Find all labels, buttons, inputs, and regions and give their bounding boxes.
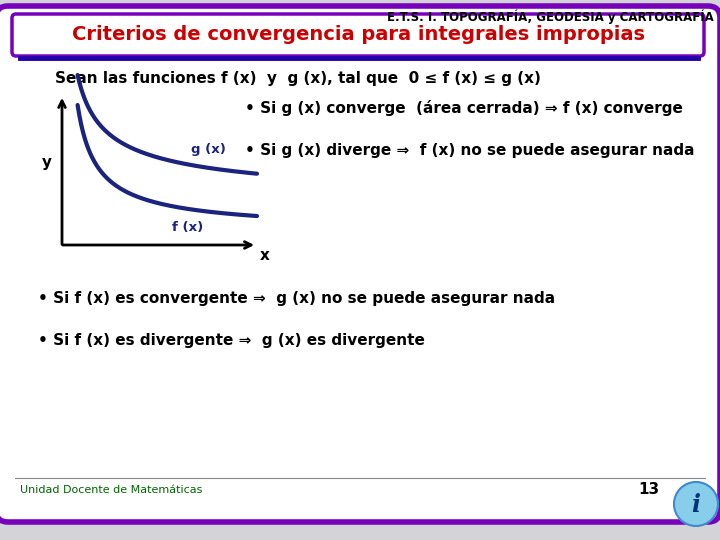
Circle shape bbox=[674, 482, 718, 526]
Text: Sean las funciones f (x)  y  g (x), tal que  0 ≤ f (x) ≤ g (x): Sean las funciones f (x) y g (x), tal qu… bbox=[55, 71, 541, 85]
Text: f (x): f (x) bbox=[171, 221, 203, 234]
Text: Criterios de convergencia para integrales impropias: Criterios de convergencia para integrale… bbox=[71, 24, 644, 44]
Text: x: x bbox=[260, 247, 270, 262]
FancyBboxPatch shape bbox=[12, 14, 704, 56]
Text: E.T.S. I. TOPOGRAFÍA, GEODESIA y CARTOGRAFÍA: E.T.S. I. TOPOGRAFÍA, GEODESIA y CARTOGR… bbox=[387, 10, 714, 24]
Text: • Si g (x) diverge ⇒  f (x) no se puede asegurar nada: • Si g (x) diverge ⇒ f (x) no se puede a… bbox=[245, 143, 695, 158]
Text: y: y bbox=[42, 155, 52, 170]
FancyBboxPatch shape bbox=[0, 6, 720, 522]
Text: Unidad Docente de Matemáticas: Unidad Docente de Matemáticas bbox=[20, 485, 202, 495]
Text: • Si f (x) es divergente ⇒  g (x) es divergente: • Si f (x) es divergente ⇒ g (x) es dive… bbox=[38, 333, 425, 348]
Text: i: i bbox=[691, 493, 701, 517]
Text: 13: 13 bbox=[638, 483, 659, 497]
Text: • Si f (x) es convergente ⇒  g (x) no se puede asegurar nada: • Si f (x) es convergente ⇒ g (x) no se … bbox=[38, 291, 555, 306]
Text: g (x): g (x) bbox=[191, 143, 225, 156]
Text: • Si g (x) converge  (área cerrada) ⇒ f (x) converge: • Si g (x) converge (área cerrada) ⇒ f (… bbox=[245, 100, 683, 116]
